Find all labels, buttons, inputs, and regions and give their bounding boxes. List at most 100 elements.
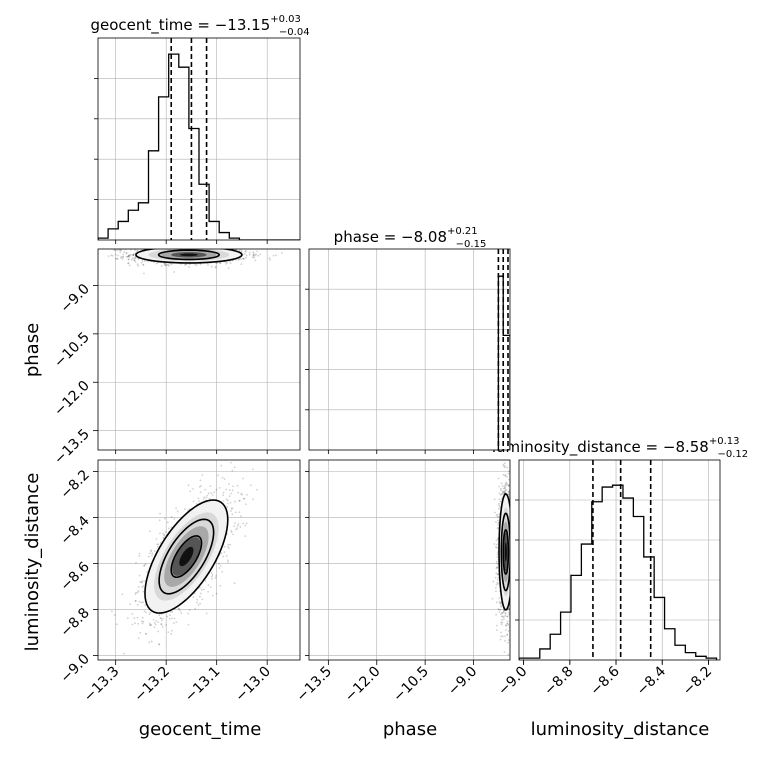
sample-point xyxy=(242,477,244,480)
sample-point xyxy=(245,256,247,259)
sample-point xyxy=(506,622,509,625)
sample-point xyxy=(137,585,140,588)
sample-point xyxy=(245,254,248,257)
sample-point xyxy=(211,494,214,496)
sample-point xyxy=(138,554,141,557)
sample-point xyxy=(500,623,503,626)
sample-point xyxy=(144,604,147,606)
sample-point xyxy=(207,492,210,495)
sample-point xyxy=(138,552,141,555)
sample-point xyxy=(510,544,512,546)
x-tick-label: −13.0 xyxy=(232,664,274,706)
sample-point xyxy=(511,549,513,551)
sample-point xyxy=(497,507,500,510)
sample-point xyxy=(195,247,197,249)
sample-point xyxy=(113,249,116,251)
sample-point xyxy=(209,485,212,488)
sample-point xyxy=(119,251,122,253)
sample-point xyxy=(511,660,513,662)
sample-point xyxy=(120,256,123,258)
sample-point xyxy=(148,613,151,616)
sample-point xyxy=(111,254,114,257)
sample-point xyxy=(229,245,231,247)
sample-point xyxy=(255,253,257,256)
sample-point xyxy=(497,608,500,611)
sample-point xyxy=(198,486,201,488)
sample-point xyxy=(143,564,146,567)
sample-point xyxy=(498,600,501,603)
sample-point xyxy=(170,633,172,635)
sample-point xyxy=(198,500,200,503)
sample-point xyxy=(184,263,187,266)
sample-point xyxy=(199,586,201,589)
sample-point xyxy=(157,630,160,633)
sample-point xyxy=(231,513,234,516)
sample-point xyxy=(251,245,253,247)
sample-point xyxy=(230,531,233,533)
sample-point xyxy=(500,604,502,607)
sample-point xyxy=(150,550,152,553)
sample-point xyxy=(234,500,236,503)
sample-point xyxy=(192,487,195,490)
sample-point xyxy=(136,263,139,266)
sample-point xyxy=(501,492,504,495)
sample-point xyxy=(502,491,504,494)
sample-point xyxy=(226,502,229,505)
sample-point xyxy=(156,545,159,548)
sample-point xyxy=(191,247,193,249)
sample-point xyxy=(240,492,243,495)
sample-point xyxy=(138,574,141,577)
sample-point xyxy=(194,247,196,249)
title-phase: phase = −8.08+0.21 −0.15 xyxy=(334,226,487,250)
sample-point xyxy=(512,545,514,547)
sample-point xyxy=(501,612,504,615)
sample-point xyxy=(497,524,500,527)
sample-point xyxy=(498,498,501,501)
sample-point xyxy=(145,611,147,614)
sample-point xyxy=(184,246,186,248)
sample-point xyxy=(122,255,125,258)
sample-point xyxy=(190,247,192,249)
sample-point xyxy=(137,622,140,625)
sample-point xyxy=(188,266,190,268)
sample-point xyxy=(132,254,135,256)
y-tick-label: −12.0 xyxy=(51,378,93,420)
x-tick-label: −9.0 xyxy=(495,664,530,699)
sample-point xyxy=(248,251,251,254)
sample-point xyxy=(158,519,161,522)
x-tick-label: −8.6 xyxy=(588,663,623,698)
sample-point xyxy=(510,497,512,499)
x-tick-label: −8.2 xyxy=(680,664,715,699)
xlabel-phase: phase xyxy=(383,719,437,740)
sample-point xyxy=(509,663,511,665)
sample-point xyxy=(507,490,510,493)
sample-point xyxy=(510,578,512,580)
sample-point xyxy=(163,262,166,265)
sample-point xyxy=(199,602,202,605)
sample-point xyxy=(511,557,513,559)
sample-point xyxy=(255,488,258,491)
contour-2 xyxy=(144,499,229,614)
sample-point xyxy=(154,247,156,249)
sample-point xyxy=(511,570,513,572)
sample-point xyxy=(196,598,198,601)
sample-point xyxy=(163,534,166,537)
sample-point xyxy=(166,615,169,618)
density-level-4 xyxy=(179,546,194,567)
sample-point xyxy=(495,613,498,616)
sample-point xyxy=(237,258,240,261)
sample-point xyxy=(170,263,173,266)
density-level-4 xyxy=(504,542,507,562)
sample-point xyxy=(233,466,236,469)
sample-point xyxy=(173,271,176,273)
sample-point xyxy=(502,616,505,618)
sample-point xyxy=(508,611,510,614)
sample-point xyxy=(220,552,223,555)
sample-point xyxy=(170,245,172,247)
ylabel-luminosity-distance: luminosity_distance xyxy=(22,473,43,652)
sample-point xyxy=(160,617,162,620)
sample-point xyxy=(171,244,173,246)
sample-point xyxy=(200,588,203,591)
sample-point xyxy=(504,613,507,615)
sample-point xyxy=(107,255,110,258)
